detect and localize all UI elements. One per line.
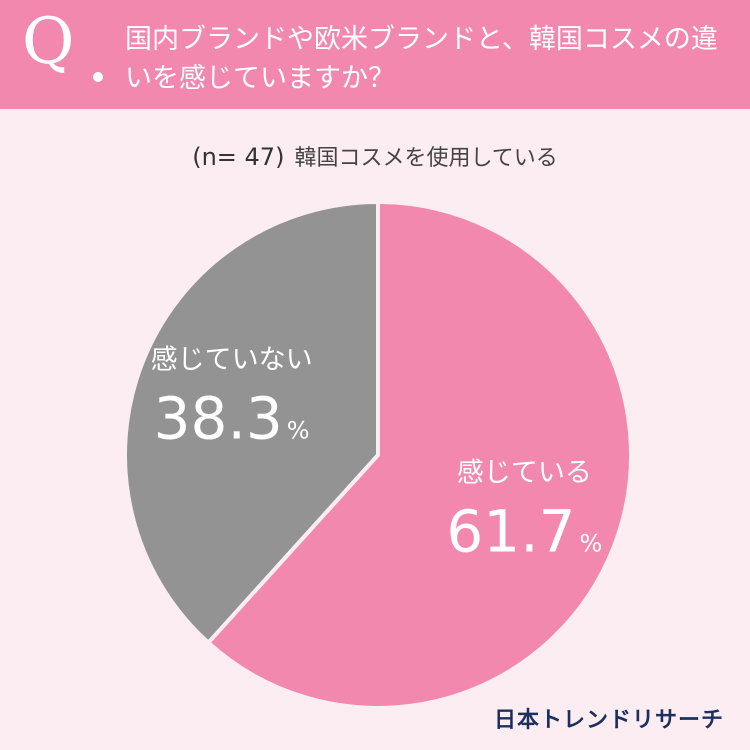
sample-description: (n= 47) 韓国コスメを使用している	[0, 140, 750, 172]
question-text: 国内ブランドや欧米ブランドと、韓国コスメの違いを感じていますか？	[125, 24, 718, 94]
sample-size: (n= 47)	[192, 143, 285, 171]
question-banner: Q 国内ブランドや欧米ブランドと、韓国コスメの違いを感じていますか？	[0, 0, 750, 109]
brand-logo: 日本トレンドリサーチ	[493, 708, 724, 733]
respondent-group: 韓国コスメを使用している	[294, 146, 558, 171]
slice-label-1: 感じていない	[151, 345, 313, 376]
pie-slice-0	[206, 200, 633, 710]
slice-value-0: 61.7%	[446, 497, 602, 565]
q-dot-icon	[93, 72, 103, 82]
pie-slice-1	[123, 200, 380, 645]
q-mark: Q	[22, 5, 75, 79]
slice-value-1: 38.3%	[154, 385, 310, 453]
slice-label-0: 感じている	[457, 457, 592, 488]
